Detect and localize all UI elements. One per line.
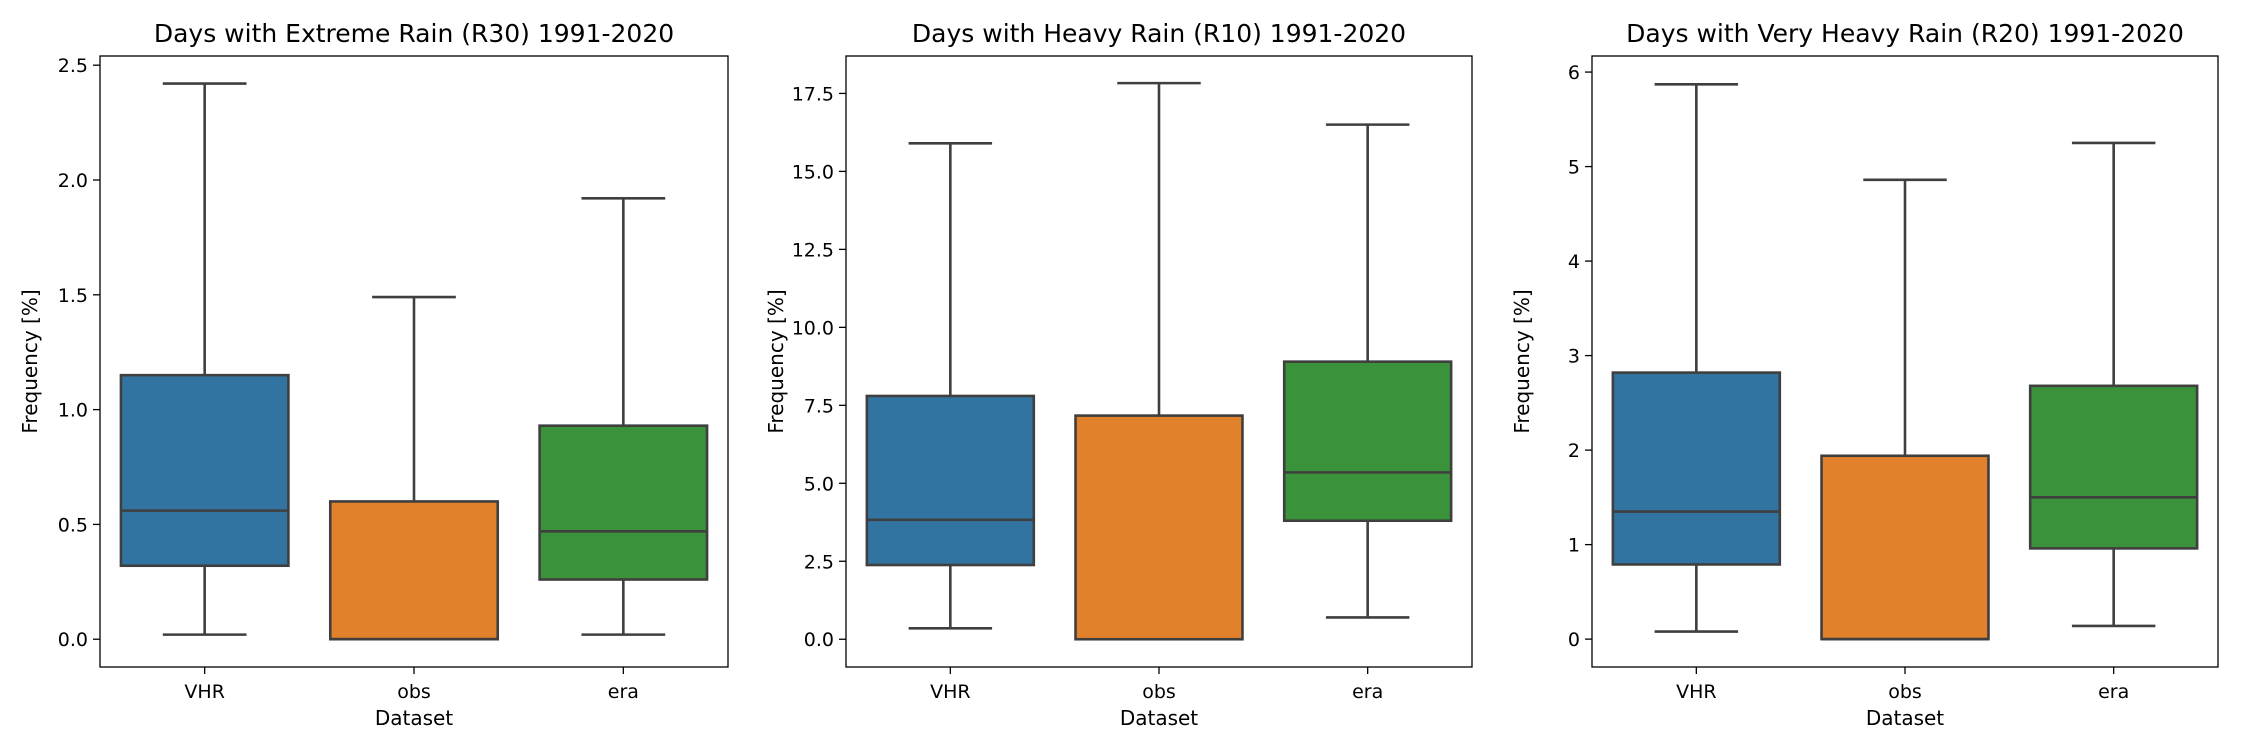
x-tick-label: obs <box>1888 681 1922 703</box>
y-tick-label: 17.5 <box>792 83 834 105</box>
x-tick-label: era <box>2098 681 2129 703</box>
y-tick-label: 6 <box>1568 62 1580 84</box>
box-era <box>2028 384 2199 550</box>
y-tick-label: 5 <box>1568 157 1580 179</box>
y-tick-label: 4 <box>1568 251 1580 273</box>
y-tick-label: 3 <box>1568 346 1580 368</box>
box-vhr <box>1611 371 1782 566</box>
x-axis-label: Dataset <box>1120 706 1198 730</box>
y-tick-label: 0.0 <box>58 629 88 651</box>
chart-title: Days with Extreme Rain (R30) 1991-2020 <box>154 19 674 48</box>
y-tick-label: 0 <box>1568 629 1580 651</box>
x-axis-label: Dataset <box>375 706 453 730</box>
y-tick-label: 12.5 <box>792 239 834 261</box>
box-obs <box>1820 454 1990 641</box>
y-tick-label: 10.0 <box>792 317 834 339</box>
y-tick-label: 5.0 <box>804 473 834 495</box>
y-tick-label: 2.5 <box>58 55 88 77</box>
x-axis-label: Dataset <box>1866 706 1944 730</box>
y-tick-label: 1 <box>1568 535 1580 557</box>
chart-panel-3: Days with Very Heavy Rain (R20) 1991-202… <box>1510 19 2219 730</box>
y-tick-label: 15.0 <box>792 161 834 183</box>
x-tick-label: era <box>1352 681 1383 703</box>
y-tick-label: 7.5 <box>804 395 834 417</box>
y-tick-label: 0.0 <box>804 629 834 651</box>
y-tick-label: 2.5 <box>804 551 834 573</box>
y-axis-label: Frequency [%] <box>764 289 788 433</box>
box-era <box>538 424 709 581</box>
x-tick-label: obs <box>397 681 431 703</box>
y-tick-label: 0.5 <box>58 514 88 536</box>
x-tick-label: VHR <box>930 681 971 703</box>
plot-frame <box>1591 55 2219 668</box>
y-axis-label: Frequency [%] <box>1510 289 1534 433</box>
box-vhr <box>865 394 1036 567</box>
y-axis-label: Frequency [%] <box>18 289 42 433</box>
box-era <box>1282 360 1453 523</box>
x-tick-label: obs <box>1142 681 1176 703</box>
chart-title: Days with Very Heavy Rain (R20) 1991-202… <box>1626 19 2184 48</box>
box-obs <box>328 500 500 641</box>
chart-panel-1: Days with Extreme Rain (R30) 1991-2020 0.… <box>18 19 729 730</box>
y-tick-label: 1.5 <box>58 285 88 307</box>
y-tick-label: 2 <box>1568 440 1580 462</box>
chart-title: Days with Heavy Rain (R10) 1991-2020 <box>912 19 1406 48</box>
y-tick-label: 2.0 <box>58 170 88 192</box>
x-tick-label: era <box>608 681 639 703</box>
plot-frame <box>845 55 1473 668</box>
plot-frame <box>99 55 729 668</box>
box-obs <box>1074 414 1244 641</box>
x-tick-label: VHR <box>1676 681 1717 703</box>
x-tick-label: VHR <box>184 681 225 703</box>
chart-panel-2: Days with Heavy Rain (R10) 1991-2020 0.0 2… <box>764 19 1473 730</box>
box-vhr <box>119 373 290 568</box>
y-tick-label: 1.0 <box>58 400 88 422</box>
